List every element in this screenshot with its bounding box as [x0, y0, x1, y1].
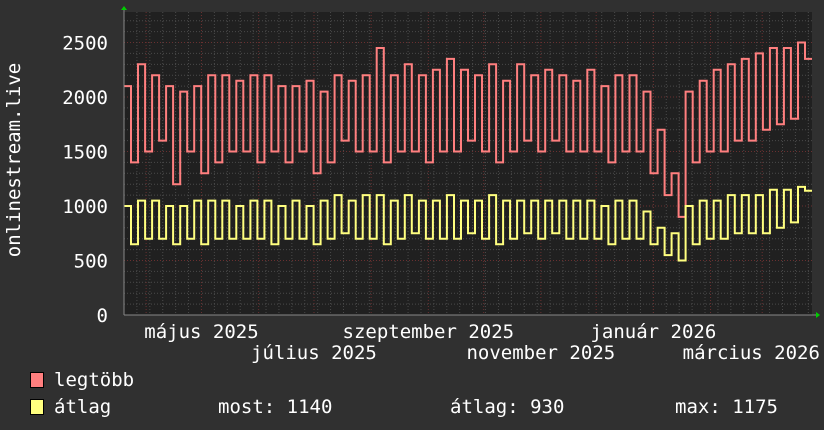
y-tick-label: 2000: [62, 87, 108, 109]
y-tick-label: 1500: [62, 142, 108, 164]
legend-label: legtöbb: [54, 369, 135, 391]
x-axis-arrow-icon: [816, 312, 820, 318]
x-tick-label: július 2025: [251, 342, 377, 364]
y-axis-arrow-icon: [121, 6, 127, 10]
plot-background: [124, 12, 812, 315]
x-tick-label: november 2025: [466, 342, 615, 364]
legend-item-atlag: átlag: [30, 396, 111, 418]
y-tick-label: 500: [74, 251, 108, 273]
legend-label: átlag: [54, 396, 112, 418]
stat-max: max: 1175: [675, 396, 778, 418]
stat-average: átlag: 930: [450, 396, 565, 418]
stat-current: most: 1140: [218, 396, 333, 418]
series-line-legtobb: [124, 41, 812, 218]
grid: [123, 12, 812, 315]
y-tick-label: 2500: [62, 33, 108, 55]
x-tick-label: március 2026: [683, 342, 820, 364]
x-tick-label: szeptember 2025: [343, 321, 515, 343]
x-tick-label: május 2025: [144, 321, 258, 343]
y-tick-label: 1000: [62, 196, 108, 218]
legend-swatch: [30, 399, 44, 415]
legend-item-legtobb: legtöbb: [30, 369, 134, 391]
series-layer: [124, 41, 812, 262]
series-line-atlag: [124, 185, 812, 262]
y-tick-label: 0: [97, 305, 108, 327]
x-tick-label: január 2026: [590, 321, 716, 343]
legend-swatch: [30, 372, 44, 388]
